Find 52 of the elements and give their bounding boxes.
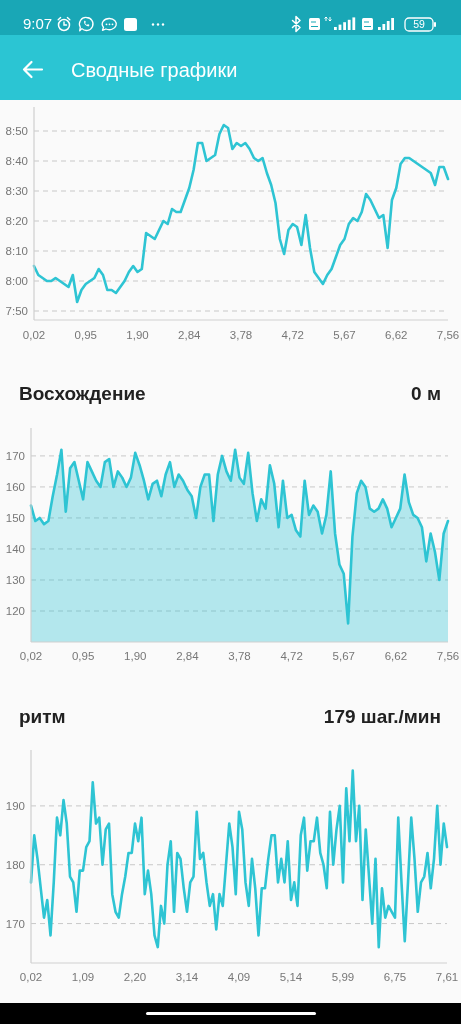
x-tick-label: 1,90 [126, 329, 149, 341]
text: 59 [413, 18, 425, 31]
y-tick-label: 8:40 [5, 155, 28, 168]
y-tick-label: 150 [5, 511, 25, 524]
x-tick-label: 3,78 [228, 650, 251, 662]
y-tick-label: 120 [5, 605, 25, 618]
x-tick-label: 1,90 [124, 650, 147, 662]
x-tick-label: 7,61 [435, 971, 459, 983]
x-tick-label: 7,56 [436, 650, 460, 662]
x-tick-label: 4,72 [280, 650, 303, 662]
y-tick-label: 8:10 [5, 245, 28, 258]
y-tick-label: 190 [5, 799, 25, 812]
chart-title: Восхождение [19, 383, 146, 404]
y-tick-label: 170 [5, 917, 25, 930]
x-tick-label: 5,99 [331, 971, 355, 983]
x-tick-label: 0,02 [19, 971, 43, 983]
x-tick-label: 2,84 [176, 650, 200, 662]
text: 9:07 [23, 15, 53, 32]
x-tick-label: 4,72 [281, 329, 304, 341]
y-tick-label: 130 [5, 574, 25, 586]
chart-subtitle: 0 м [411, 383, 441, 404]
y-tick-label: 8:50 [5, 125, 28, 138]
x-tick-label: 0,02 [22, 329, 46, 341]
chart-title: ритм [19, 706, 66, 727]
y-tick-label: 170 [5, 449, 25, 462]
x-tick-label: 7,56 [436, 329, 460, 341]
x-tick-label: 3,14 [175, 971, 199, 983]
x-tick-label: 2,84 [178, 329, 202, 341]
x-tick-label: 0,95 [74, 329, 97, 341]
x-tick-label: 2,20 [123, 971, 147, 983]
line-series [29, 769, 449, 949]
y-tick-label: 7:50 [5, 305, 28, 318]
x-tick-label: 6,62 [384, 650, 408, 662]
chart-subtitle: 179 шаг./мин [323, 706, 441, 727]
x-tick-label: 5,67 [333, 329, 356, 341]
x-tick-label: 3,78 [229, 329, 253, 341]
x-tick-label: 6,62 [385, 329, 408, 341]
line-series [32, 123, 450, 304]
y-tick-label: 8:30 [5, 185, 28, 198]
x-tick-label: 4,09 [227, 971, 251, 983]
x-tick-label: 5,67 [332, 650, 355, 662]
y-tick-label: 160 [5, 480, 25, 493]
y-tick-label: 180 [5, 858, 25, 871]
x-tick-label: 1,09 [71, 971, 95, 983]
y-tick-label: 140 [5, 542, 25, 555]
x-tick-label: 6,75 [383, 971, 407, 983]
y-tick-label: 8:00 [5, 275, 28, 288]
text: Сводные графики [71, 59, 238, 81]
x-tick-label: 0,95 [71, 650, 95, 662]
x-tick-label: 5,14 [279, 971, 303, 983]
x-tick-label: 0,02 [19, 650, 43, 662]
y-tick-label: 8:20 [5, 215, 28, 228]
